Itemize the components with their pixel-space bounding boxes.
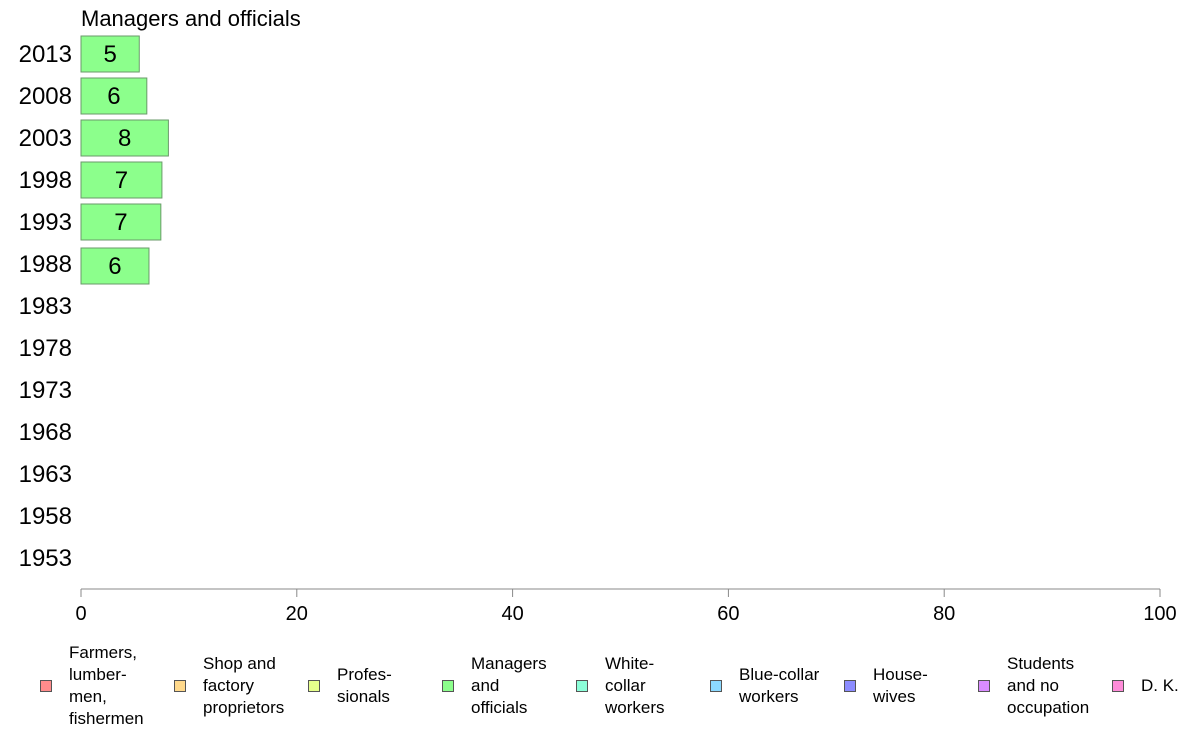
y-tick-label: 1973 (19, 377, 72, 404)
bar (80, 203, 162, 241)
y-tick-label: 2013 (19, 41, 72, 68)
x-tick-label: 40 (501, 603, 523, 625)
bar (80, 247, 150, 285)
x-tick-label: 0 (75, 603, 86, 625)
x-tick-label: 20 (286, 603, 308, 625)
legend-item: Blue-collar workers (710, 640, 819, 732)
bar-value-label: 7 (114, 209, 127, 236)
bar (80, 161, 163, 199)
bar-value-label: 6 (107, 83, 120, 110)
legend-item: Profes- sionals (308, 640, 392, 732)
legend-item: D. K. (1112, 640, 1179, 732)
bar (80, 77, 148, 115)
legend-label: Profes- sionals (337, 665, 392, 706)
legend-item: Shop and factory proprietors (174, 640, 284, 732)
legend-item: White- collar workers (576, 640, 665, 732)
x-axis-ticks: 0 20 40 60 80 100 (75, 589, 1177, 625)
x-tick-label: 60 (717, 603, 739, 625)
bar (80, 119, 169, 157)
legend-swatch (174, 680, 186, 692)
legend-swatch (442, 680, 454, 692)
y-tick-label: 1993 (19, 209, 72, 236)
legend-label: House- wives (873, 665, 928, 706)
y-tick-label: 1963 (19, 461, 72, 488)
legend: Farmers, lumber- men, fishermen Shop and … (0, 640, 1188, 736)
bar-value-labels: 5 6 8 7 7 6 (103, 41, 131, 280)
y-tick-label: 1983 (19, 293, 72, 320)
legend-swatch (576, 680, 588, 692)
bar-value-label: 8 (118, 125, 131, 152)
legend-item: Managers and officials (442, 640, 547, 732)
bar-value-label: 5 (103, 41, 116, 68)
legend-label: White- collar workers (605, 654, 665, 717)
y-tick-label: 1958 (19, 503, 72, 530)
y-tick-label: 2003 (19, 125, 72, 152)
bar (80, 35, 140, 73)
legend-swatch (308, 680, 320, 692)
legend-swatch (1112, 680, 1124, 692)
legend-swatch (710, 680, 722, 692)
legend-label: Students and no occupation (1007, 654, 1090, 717)
x-tick-label: 100 (1143, 603, 1176, 625)
y-tick-label: 1953 (19, 545, 72, 572)
legend-item: Students and no occupation (978, 640, 1089, 732)
x-tick-label: 80 (933, 603, 955, 625)
bars (80, 35, 169, 285)
y-tick-label: 2008 (19, 83, 72, 110)
legend-swatch (978, 680, 990, 692)
legend-swatch (40, 680, 52, 692)
legend-label: Farmers, lumber- men, fishermen (69, 643, 144, 728)
legend-label: Blue-collar workers (739, 665, 820, 706)
bar-value-label: 7 (115, 167, 128, 194)
y-tick-label: 1988 (19, 251, 72, 278)
y-tick-label: 1978 (19, 335, 72, 362)
y-tick-label: 1998 (19, 167, 72, 194)
bar-value-label: 6 (108, 253, 121, 280)
chart-title: Managers and officials (81, 6, 301, 31)
legend-item: Farmers, lumber- men, fishermen (40, 640, 144, 732)
bar-chart: Managers and officials 20132008200319981… (19, 6, 1177, 625)
y-tick-label: 1968 (19, 419, 72, 446)
legend-label: Shop and factory proprietors (203, 654, 285, 717)
legend-swatch (844, 680, 856, 692)
legend-label: Managers and officials (471, 654, 547, 717)
legend-label: D. K. (1141, 676, 1179, 695)
legend-item: House- wives (844, 640, 928, 732)
y-axis-labels: 2013 2008 2003 1998 1993 1988 1983 1978 1973 1968… (19, 41, 72, 572)
